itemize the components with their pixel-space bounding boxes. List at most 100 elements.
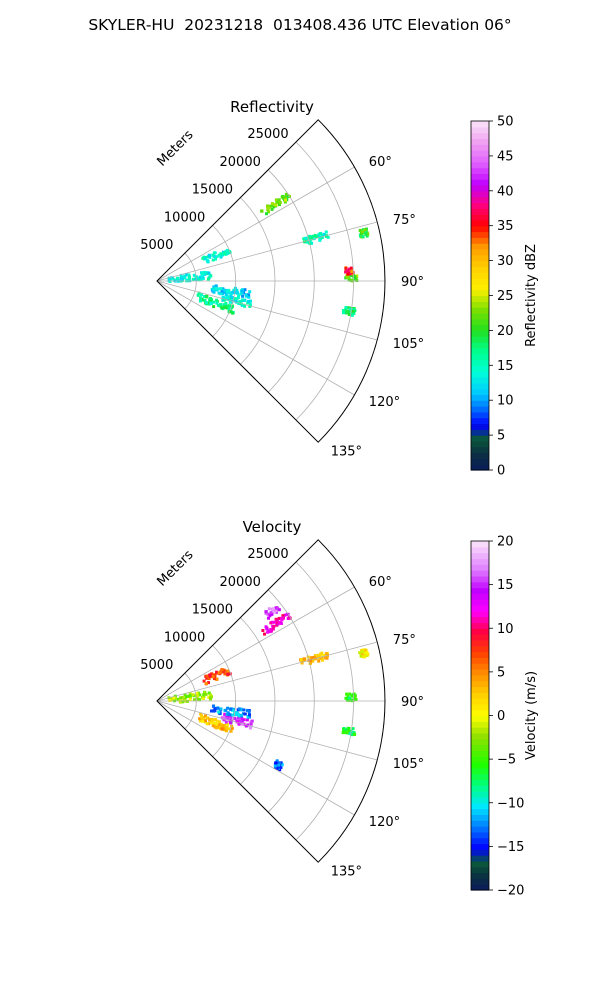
echo-pixel <box>228 251 232 254</box>
colorbar-swatch <box>471 248 489 256</box>
echo-pixel <box>231 311 235 315</box>
colorbar-swatch <box>471 190 489 198</box>
echo-pixel <box>274 766 277 770</box>
colorbar-swatch <box>471 382 489 390</box>
echo-pixel <box>189 696 192 700</box>
azimuth-gridline <box>156 700 355 816</box>
colorbar-swatch <box>471 347 489 355</box>
colorbar-swatch <box>471 312 489 320</box>
echo-pixel <box>226 706 230 710</box>
echo-pixel <box>200 714 204 718</box>
echo-pixel <box>168 280 172 283</box>
echo-pixel <box>351 309 355 313</box>
echo-pixel <box>274 761 278 765</box>
echo-pixel <box>168 277 172 281</box>
colorbar-tick-label: 0 <box>497 709 505 724</box>
echo-pixel <box>214 722 218 726</box>
echo-pixel <box>202 679 206 683</box>
echo-pixel <box>345 311 349 315</box>
echo-pixel <box>275 759 279 763</box>
echo-pixel <box>318 232 322 236</box>
echo-pixel <box>203 272 207 276</box>
echo-pixel <box>321 658 325 662</box>
echo-pixel <box>278 201 282 205</box>
echo-pixel <box>225 249 229 253</box>
echo-pixel <box>236 291 239 295</box>
echo-pixel <box>216 706 220 710</box>
echo-pixel <box>211 720 215 724</box>
echo-pixel <box>236 713 240 717</box>
echo-pixel <box>188 275 191 279</box>
colorbar-swatch <box>471 756 489 763</box>
echo-pixel <box>243 298 247 302</box>
echo-pixel <box>346 306 350 310</box>
echo-pixel <box>283 613 287 617</box>
echo-pixel <box>281 614 285 618</box>
echo-pixel <box>229 729 233 733</box>
echo-pixel <box>274 606 278 610</box>
colorbar-swatch <box>471 237 489 244</box>
colorbar-tick-label: 45 <box>497 149 514 164</box>
echo-pixel <box>309 659 313 663</box>
echo-pixel <box>270 612 274 616</box>
echo-pixel <box>205 716 209 720</box>
echo-pixel <box>260 209 264 213</box>
echo-pixel <box>203 257 207 261</box>
echo-pixel <box>360 650 364 654</box>
echo-pixel <box>280 763 284 767</box>
echo-pixel <box>268 614 272 618</box>
colorbar-swatch <box>471 126 489 134</box>
radial-tick-label: 15000 <box>192 183 233 198</box>
radial-tick-label: 25000 <box>247 127 288 142</box>
angle-tick-label: 60° <box>369 155 392 170</box>
echo-pixel <box>322 232 326 236</box>
reflectivity-echo-layer <box>167 192 370 317</box>
echo-pixel <box>192 273 196 277</box>
echo-pixel <box>351 733 354 737</box>
colorbar-swatch <box>471 376 489 384</box>
echo-pixel <box>226 672 230 676</box>
colorbar-swatch <box>471 406 489 413</box>
echo-pixel <box>245 294 249 298</box>
colorbar-swatch <box>471 225 489 233</box>
echo-pixel <box>222 715 226 719</box>
echo-pixel <box>202 693 206 697</box>
echo-pixel <box>366 232 370 236</box>
echo-pixel <box>247 293 251 297</box>
colorbar-swatch <box>471 773 489 781</box>
colorbar-swatch <box>471 446 489 454</box>
colorbar-tick-label: 40 <box>497 184 514 199</box>
colorbar-swatch <box>471 260 489 268</box>
azimuth-gridline <box>156 280 355 396</box>
echo-pixel <box>198 299 202 303</box>
colorbar-swatch <box>471 184 489 192</box>
angle-tick-label: 135° <box>331 865 362 880</box>
echo-pixel <box>278 761 282 765</box>
echo-pixel <box>351 308 355 312</box>
colorbar-swatch <box>471 429 489 436</box>
echo-pixel <box>229 707 233 711</box>
echo-pixel <box>349 274 353 278</box>
echo-pixel <box>353 697 357 701</box>
echo-pixel <box>210 709 213 713</box>
reflectivity-title: Reflectivity <box>230 98 314 116</box>
colorbar-tick-label: 10 <box>497 622 514 637</box>
echo-pixel <box>207 681 210 685</box>
echo-pixel <box>201 719 205 723</box>
echo-pixel <box>178 700 182 704</box>
figure-title: SKYLER-HU 20231218 013408.436 UTC Elevat… <box>88 16 512 34</box>
echo-pixel <box>284 198 287 202</box>
colorbar-swatch <box>471 541 489 548</box>
echo-pixel <box>275 201 279 205</box>
echo-pixel <box>180 277 184 281</box>
radial-tick-label: 15000 <box>192 603 233 618</box>
angle-tick-label: 135° <box>331 445 362 460</box>
echo-pixel <box>209 299 213 303</box>
colorbar-swatch <box>471 394 489 401</box>
reflectivity-grid <box>156 119 386 443</box>
colorbar-tick-label: −20 <box>497 884 524 899</box>
velocity-echo-layer <box>167 606 370 772</box>
echo-pixel <box>313 233 317 237</box>
echo-pixel <box>224 720 228 724</box>
echo-pixel <box>184 695 188 699</box>
